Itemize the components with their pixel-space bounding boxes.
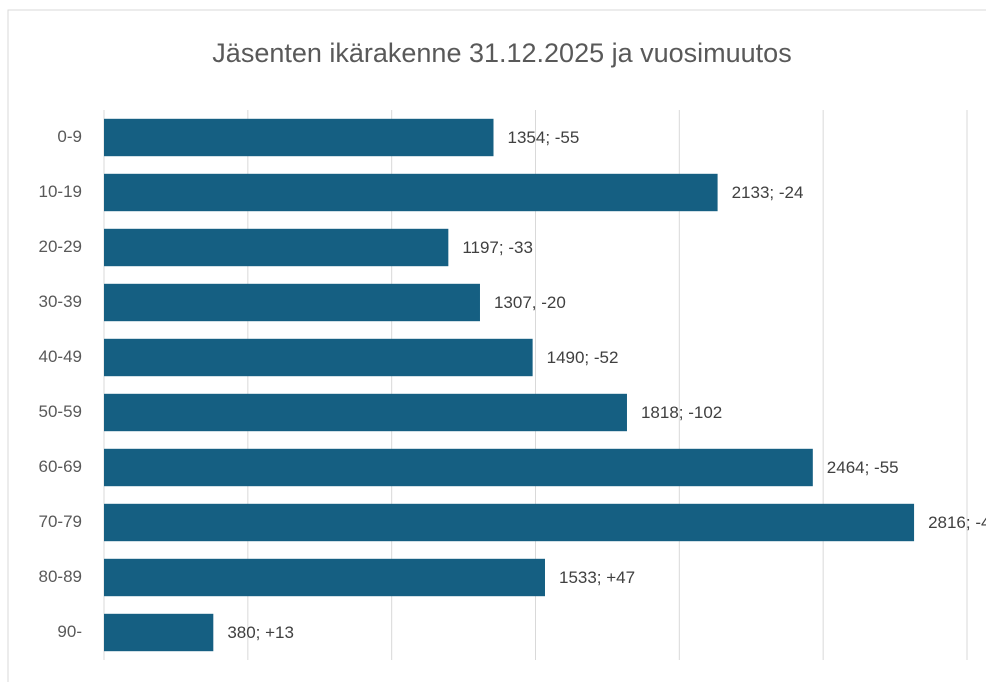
y-tick-label: 80-89	[39, 567, 82, 586]
bar	[104, 118, 494, 157]
bar	[104, 448, 813, 487]
bar	[104, 393, 627, 432]
bar	[104, 613, 214, 652]
y-tick-label: 10-19	[39, 182, 82, 201]
data-label: 1197; -33	[462, 238, 533, 257]
data-label: 1533; +47	[559, 568, 635, 587]
data-label: 380; +13	[227, 623, 294, 642]
bar	[104, 503, 915, 542]
y-tick-label: 50-59	[39, 402, 82, 421]
data-label: 1307, -20	[494, 293, 566, 312]
y-tick-label: 70-79	[39, 512, 82, 531]
bar	[104, 228, 449, 267]
data-label: 2133; -24	[732, 183, 804, 202]
bar	[104, 283, 480, 322]
y-tick-label: 40-49	[39, 347, 82, 366]
data-label: 2464; -55	[827, 458, 899, 477]
bar	[104, 558, 545, 597]
chart-title: Jäsenten ikärakenne 31.12.2025 ja vuosim…	[212, 38, 791, 68]
y-tick-label: 30-39	[39, 292, 82, 311]
y-tick-label: 0-9	[57, 127, 82, 146]
data-label: 1490; -52	[547, 348, 619, 367]
data-label: 1818; -102	[641, 403, 722, 422]
y-tick-label: 20-29	[39, 237, 82, 256]
y-tick-label: 60-69	[39, 457, 82, 476]
data-label: 2816; -40	[928, 513, 986, 532]
bar	[104, 173, 718, 212]
data-label: 1354; -55	[508, 128, 580, 147]
y-tick-label: 90-	[57, 622, 82, 641]
bar	[104, 338, 533, 377]
